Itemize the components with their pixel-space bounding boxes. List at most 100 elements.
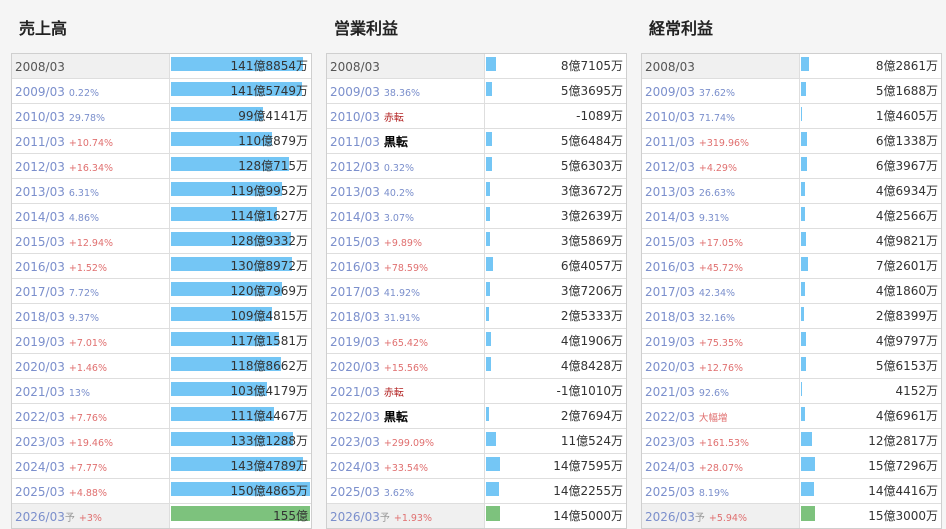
value-text: 15億7296万: [868, 454, 938, 478]
change-rate: 6.31%: [69, 188, 99, 199]
value-text: 119億9952万: [231, 179, 308, 203]
table-row: 2020/03+1.46%118億8662万: [12, 354, 311, 379]
fiscal-year-link[interactable]: 2010/03: [330, 110, 380, 124]
fiscal-year-link[interactable]: 2026/03: [330, 510, 380, 524]
fiscal-year-link[interactable]: 2024/03: [330, 460, 380, 474]
fiscal-year-link[interactable]: 2017/03: [15, 285, 65, 299]
fiscal-year-link[interactable]: 2009/03: [645, 85, 695, 99]
fiscal-year-link[interactable]: 2025/03: [330, 485, 380, 499]
change-rate: +4.29%: [699, 163, 737, 174]
fiscal-year-link[interactable]: 2018/03: [645, 310, 695, 324]
fiscal-year-link[interactable]: 2026/03: [15, 510, 65, 524]
fiscal-year-link[interactable]: 2012/03: [15, 160, 65, 174]
fiscal-year-link[interactable]: 2020/03: [645, 360, 695, 374]
fiscal-year-link[interactable]: 2011/03: [330, 135, 380, 149]
fiscal-year-link[interactable]: 2009/03: [330, 85, 380, 99]
bar-cell: 12億2817万: [801, 429, 941, 453]
fiscal-year-link[interactable]: 2025/03: [645, 485, 695, 499]
forecast-marker: 予: [695, 513, 705, 524]
fiscal-year-link[interactable]: 2011/03: [15, 135, 65, 149]
fiscal-year-link[interactable]: 2021/03: [15, 385, 65, 399]
fiscal-year-link[interactable]: 2014/03: [330, 210, 380, 224]
fiscal-year-link[interactable]: 2015/03: [330, 235, 380, 249]
fiscal-year-link[interactable]: 2025/03: [15, 485, 65, 499]
fiscal-year-link[interactable]: 2008/03: [330, 60, 380, 74]
fiscal-year-link[interactable]: 2008/03: [15, 60, 65, 74]
value-text: 4億9821万: [876, 229, 938, 253]
fiscal-year-link[interactable]: 2016/03: [15, 260, 65, 274]
bar-cell: 15億3000万: [801, 504, 941, 528]
fiscal-year-link[interactable]: 2013/03: [330, 185, 380, 199]
table-row: 2023/03+299.09%11億524万: [327, 429, 626, 454]
change-rate: 42.34%: [699, 288, 735, 299]
fiscal-year-link[interactable]: 2012/03: [330, 160, 380, 174]
fiscal-year-link[interactable]: 2010/03: [645, 110, 695, 124]
value-bar: [801, 432, 812, 446]
fiscal-year-link[interactable]: 2017/03: [330, 285, 380, 299]
value-text: 117億1581万: [231, 329, 308, 353]
panel-title: 経常利益: [649, 15, 713, 39]
fiscal-year-link[interactable]: 2021/03: [645, 385, 695, 399]
fiscal-year-link[interactable]: 2008/03: [645, 60, 695, 74]
fiscal-year-link[interactable]: 2019/03: [15, 335, 65, 349]
fiscal-year-link[interactable]: 2023/03: [645, 435, 695, 449]
fiscal-year-link[interactable]: 2022/03: [330, 410, 380, 424]
fiscal-year-link[interactable]: 2016/03: [330, 260, 380, 274]
table-row: 2019/03+7.01%117億1581万: [12, 329, 311, 354]
bar-cell: 111億4467万: [171, 404, 311, 428]
fiscal-year-link[interactable]: 2023/03: [330, 435, 380, 449]
fiscal-year-link[interactable]: 2019/03: [645, 335, 695, 349]
fiscal-year-link[interactable]: 2019/03: [330, 335, 380, 349]
fiscal-year-link[interactable]: 2011/03: [645, 135, 695, 149]
fiscal-year-link[interactable]: 2013/03: [15, 185, 65, 199]
fiscal-year-link[interactable]: 2024/03: [645, 460, 695, 474]
fiscal-year-link[interactable]: 2023/03: [15, 435, 65, 449]
change-rate: +17.05%: [699, 238, 743, 249]
value-text: 5億1688万: [876, 79, 938, 103]
fiscal-year-link[interactable]: 2020/03: [15, 360, 65, 374]
fiscal-year-link[interactable]: 2015/03: [645, 235, 695, 249]
fiscal-year-link[interactable]: 2015/03: [15, 235, 65, 249]
value-text: 2億8399万: [876, 304, 938, 328]
fiscal-year-link[interactable]: 2010/03: [15, 110, 65, 124]
table-row: 2011/03+10.74%110億879万: [12, 129, 311, 154]
fiscal-year-link[interactable]: 2017/03: [645, 285, 695, 299]
panel-title: 営業利益: [334, 15, 398, 39]
fiscal-year-link[interactable]: 2018/03: [15, 310, 65, 324]
fiscal-year-link[interactable]: 2012/03: [645, 160, 695, 174]
row-label: 2012/03+16.34%: [12, 154, 170, 178]
fiscal-year-link[interactable]: 2026/03: [645, 510, 695, 524]
fiscal-year-link[interactable]: 2014/03: [645, 210, 695, 224]
fiscal-year-link[interactable]: 2016/03: [645, 260, 695, 274]
bar-cell: 7億2601万: [801, 254, 941, 278]
value-text: 109億4815万: [231, 304, 308, 328]
fiscal-year-link[interactable]: 2022/03: [645, 410, 695, 424]
fiscal-year-link[interactable]: 2021/03: [330, 385, 380, 399]
row-label: 2020/03+1.46%: [12, 354, 170, 378]
fiscal-year-link[interactable]: 2022/03: [15, 410, 65, 424]
row-label: 2026/03予+5.94%: [642, 504, 800, 528]
value-bar: [801, 182, 805, 196]
fiscal-year-link[interactable]: 2014/03: [15, 210, 65, 224]
value-text: 6億4057万: [561, 254, 623, 278]
bar-cell: 141億5749万: [171, 79, 311, 103]
fiscal-year-link[interactable]: 2018/03: [330, 310, 380, 324]
forecast-marker: 予: [65, 513, 75, 524]
fiscal-year-link[interactable]: 2020/03: [330, 360, 380, 374]
fiscal-year-link[interactable]: 2009/03: [15, 85, 65, 99]
fiscal-year-link[interactable]: 2024/03: [15, 460, 65, 474]
fiscal-year-link[interactable]: 2013/03: [645, 185, 695, 199]
change-rate: +4.88%: [69, 488, 107, 499]
